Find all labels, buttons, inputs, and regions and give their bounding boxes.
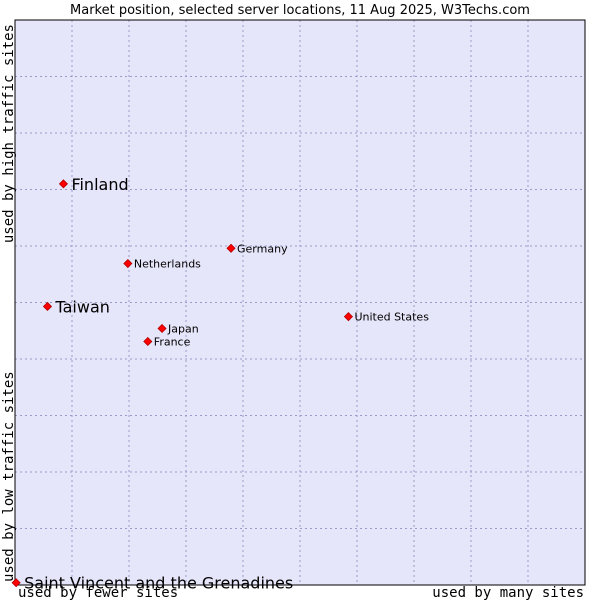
data-point-saint-vincent-and-the-grenadines: Saint Vincent and the Grenadines: [11, 574, 293, 593]
point-marker: [123, 258, 133, 269]
data-points: Saint Vincent and the Grenadines Finland T…: [11, 175, 429, 593]
point-marker: [343, 312, 354, 322]
y-axis-label-top: used by high traffic sites: [1, 24, 17, 243]
data-point-taiwan: Taiwan: [42, 297, 110, 316]
y-axis-label-bottom: used by low traffic sites: [1, 371, 17, 582]
point-label: Japan: [167, 322, 199, 335]
data-point-germany: Germany: [226, 242, 288, 255]
x-axis-label-right: used by many sites: [432, 585, 584, 600]
point-label: Netherlands: [134, 258, 201, 271]
point-marker: [11, 578, 21, 588]
point-marker: [157, 323, 167, 334]
point-marker: [42, 301, 53, 312]
data-point-france: France: [143, 335, 191, 348]
grid-lines: [15, 20, 585, 585]
point-label: Taiwan: [54, 297, 109, 316]
chart-title: Market position, selected server locatio…: [70, 3, 530, 18]
point-label: France: [154, 335, 191, 348]
point-label: Finland: [71, 175, 128, 194]
data-point-finland: Finland: [58, 175, 129, 194]
point-label: United States: [354, 311, 429, 324]
data-point-united-states: United States: [343, 311, 429, 324]
data-point-japan: Japan: [157, 322, 199, 335]
point-label: Germany: [237, 242, 288, 255]
point-marker: [226, 243, 236, 253]
x-axis-label-left: used by fewer sites: [18, 585, 178, 600]
point-label: Saint Vincent and the Grenadines: [24, 574, 293, 593]
point-marker: [58, 179, 69, 189]
point-marker: [143, 336, 153, 347]
data-point-netherlands: Netherlands: [123, 258, 201, 271]
plot-border: [14, 19, 586, 586]
